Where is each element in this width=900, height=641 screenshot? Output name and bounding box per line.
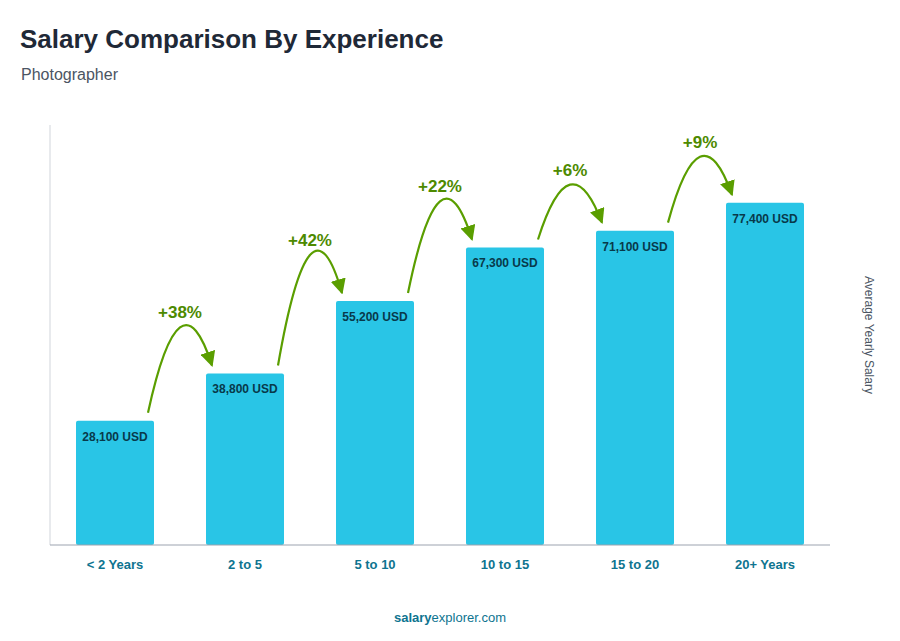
x-tick-label: 20+ Years bbox=[735, 557, 795, 572]
watermark-part: salary bbox=[394, 610, 432, 625]
bars bbox=[76, 203, 804, 545]
y-axis-label: Average Yearly Salary bbox=[862, 276, 876, 394]
x-tick-label: 15 to 20 bbox=[611, 557, 659, 572]
bar bbox=[336, 301, 414, 545]
change-arrow bbox=[278, 251, 342, 366]
change-arrow bbox=[668, 156, 732, 223]
data-label: 67,300 USD bbox=[472, 256, 538, 270]
chart: Salary Comparison By Experience Photograp… bbox=[0, 0, 900, 641]
bar bbox=[206, 373, 284, 545]
change-annotation: +9% bbox=[683, 133, 718, 152]
data-label: 55,200 USD bbox=[342, 310, 408, 324]
bar bbox=[76, 421, 154, 545]
change-arrow bbox=[148, 325, 212, 413]
background bbox=[0, 0, 900, 641]
change-arrow bbox=[538, 184, 602, 239]
data-label: 77,400 USD bbox=[732, 212, 798, 226]
title: Salary Comparison By Experience bbox=[20, 24, 443, 54]
watermark-part: explorer.com bbox=[432, 610, 506, 625]
x-tick-label: 2 to 5 bbox=[228, 557, 262, 572]
data-label: 71,100 USD bbox=[602, 240, 668, 254]
x-tick-label: 10 to 15 bbox=[481, 557, 529, 572]
y-axis-line bbox=[50, 125, 51, 545]
change-annotation: +38% bbox=[158, 303, 202, 322]
x-tick-label: 5 to 10 bbox=[354, 557, 395, 572]
change-arrow bbox=[408, 199, 472, 293]
data-label: 38,800 USD bbox=[212, 382, 278, 396]
change-annotation: +42% bbox=[288, 231, 332, 250]
bar bbox=[726, 203, 804, 545]
data-label: 28,100 USD bbox=[82, 430, 148, 444]
bar bbox=[466, 247, 544, 545]
change-annotation: +6% bbox=[553, 161, 588, 180]
x-axis-line bbox=[50, 545, 830, 546]
change-annotation: +22% bbox=[418, 177, 462, 196]
x-tick-label: < 2 Years bbox=[87, 557, 144, 572]
bar bbox=[596, 231, 674, 545]
watermark: salaryexplorer.com bbox=[394, 610, 506, 625]
subtitle: Photographer bbox=[21, 66, 119, 83]
